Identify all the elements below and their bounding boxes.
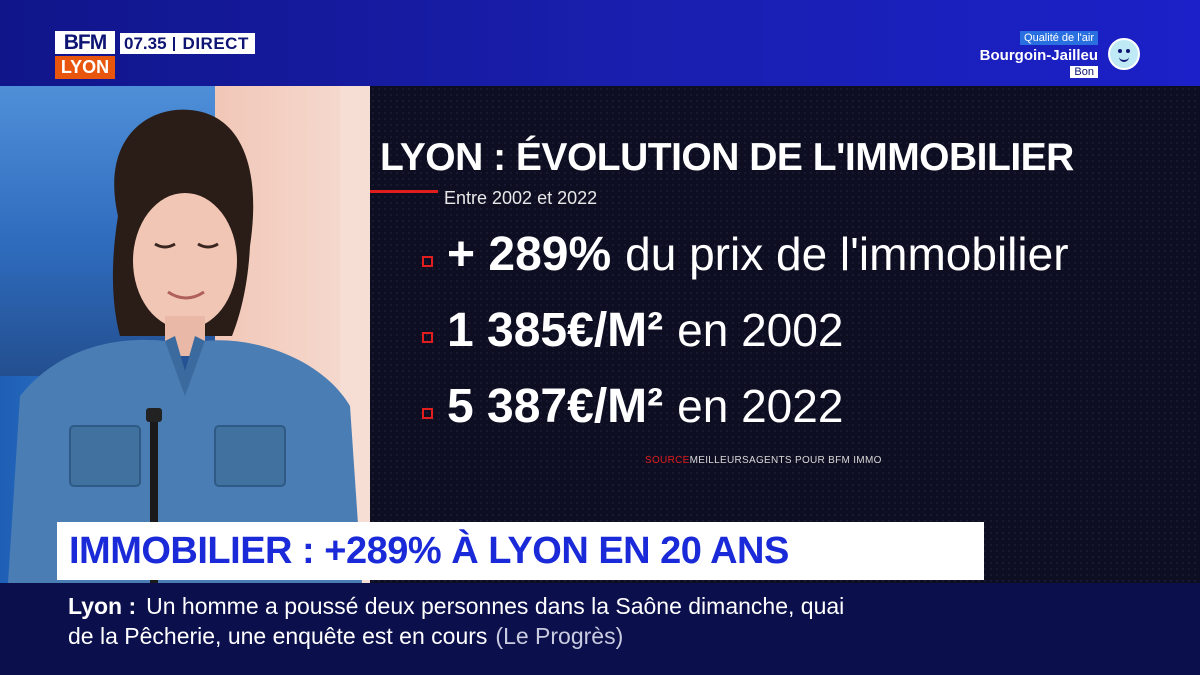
ticker-line-2: de la Pêcherie, une enquête est en cours…	[68, 623, 623, 650]
source-prefix: SOURCE	[645, 455, 690, 466]
stat-description: du prix de l'immobilier	[625, 228, 1069, 280]
logo-bfm-text: BFM	[55, 31, 115, 54]
air-quality-label: Qualité de l'air	[1020, 31, 1098, 45]
top-bar: BFM LYON 07.35 DIRECT Qualité de l'air B…	[0, 0, 1200, 86]
air-quality-location: Bourgoin-Jailleu	[979, 47, 1098, 64]
infographic-panel: LYON : ÉVOLUTION DE L'IMMOBILIER Entre 2…	[370, 86, 1200, 583]
ticker-text-1: Un homme a poussé deux personnes dans la…	[146, 593, 845, 619]
stat-description: en 2002	[677, 304, 844, 356]
stat-value: + 289%	[447, 227, 612, 281]
ticker-text-2: de la Pêcherie, une enquête est en cours	[68, 623, 488, 649]
square-bullet-icon	[422, 331, 433, 343]
presenter-image	[8, 109, 362, 583]
stat-value: 1 385€/M²	[447, 303, 664, 357]
square-bullet-icon	[422, 407, 433, 419]
infographic-title: LYON : ÉVOLUTION DE L'IMMOBILIER	[380, 136, 1074, 179]
live-label: DIRECT	[182, 33, 249, 53]
air-quality-level: Bon	[1070, 66, 1098, 78]
studio-background	[0, 86, 370, 583]
infographic-subtitle: Entre 2002 et 2022	[444, 188, 598, 208]
smiley-face-icon	[1108, 38, 1140, 70]
stat-value: 5 387€/M²	[447, 379, 664, 433]
square-bullet-icon	[422, 255, 433, 267]
ticker-line-1: Lyon : Un homme a poussé deux personnes d…	[68, 593, 844, 620]
source-credit: SOURCEMEILLEURSAGENTS POUR BFM IMMO	[645, 455, 882, 466]
channel-logo: BFM LYON	[55, 31, 115, 80]
clock-time: 07.35	[124, 33, 167, 53]
stat-row: 1 385€/M² en 2002	[422, 300, 843, 360]
live-indicator: 07.35 DIRECT	[120, 33, 255, 54]
headline-banner: IMMOBILIER : +289% À LYON EN 20 ANS	[57, 522, 984, 580]
ticker-source: (Le Progrès)	[495, 623, 624, 649]
stat-row: + 289% du prix de l'immobilier	[422, 224, 1069, 284]
ticker-city: Lyon :	[68, 593, 137, 619]
source-text: MEILLEURSAGENTS POUR BFM IMMO	[689, 455, 882, 466]
stat-description: en 2022	[677, 380, 844, 432]
headline-text: IMMOBILIER : +289% À LYON EN 20 ANS	[69, 530, 789, 572]
divider	[172, 36, 175, 51]
news-ticker: Lyon : Un homme a poussé deux personnes d…	[0, 583, 1200, 675]
title-accent-line	[370, 190, 438, 193]
stat-row: 5 387€/M² en 2022	[422, 376, 843, 436]
logo-city-text: LYON	[55, 56, 115, 79]
